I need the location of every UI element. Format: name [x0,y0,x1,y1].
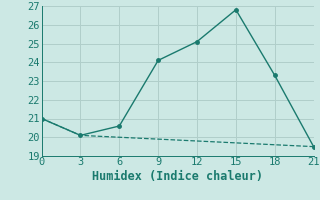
X-axis label: Humidex (Indice chaleur): Humidex (Indice chaleur) [92,170,263,183]
